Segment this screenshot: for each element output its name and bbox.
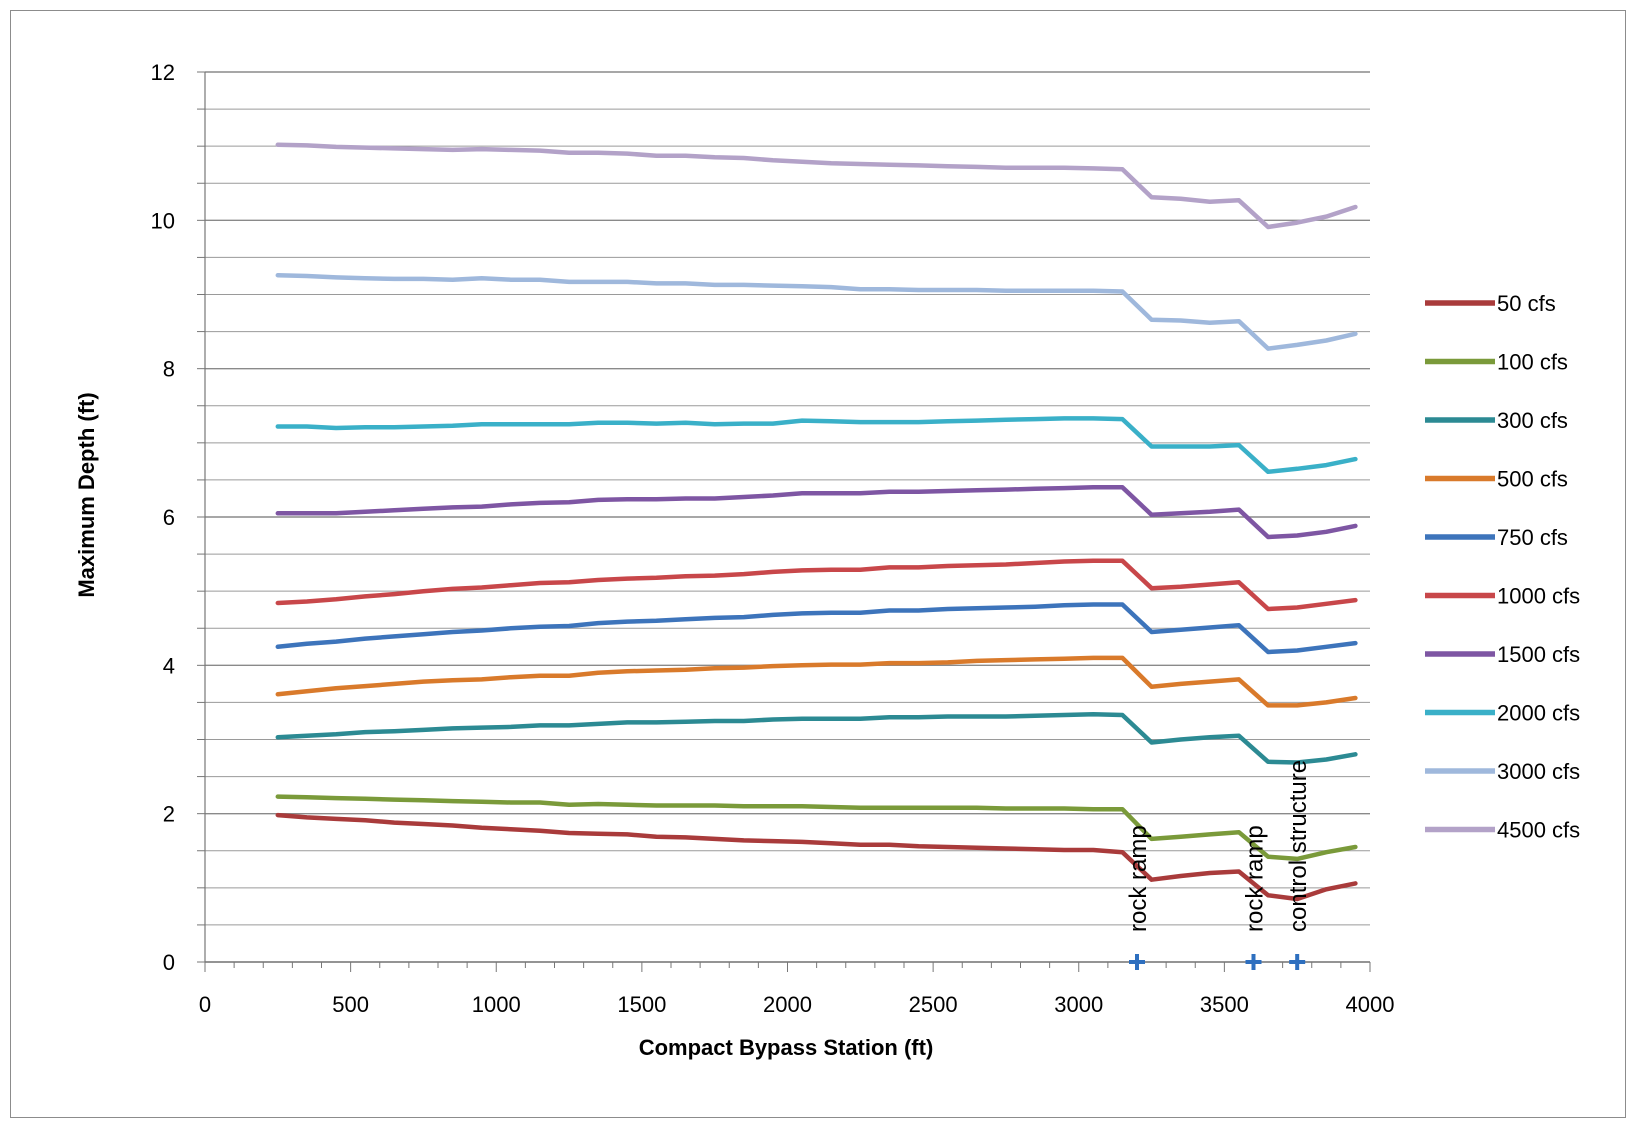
legend-item: 50 cfs (1425, 291, 1556, 316)
legend-label: 50 cfs (1497, 291, 1556, 316)
series-line-100-cfs (275, 794, 1358, 862)
legend-item: 4500 cfs (1425, 818, 1580, 843)
legend-label: 4500 cfs (1497, 818, 1580, 843)
legend: 50 cfs 100 cfs 300 cfs 500 cfs 750 cfs 1000 c… (1425, 291, 1580, 843)
y-tick-label: 0 (163, 950, 175, 975)
gridlines (205, 71, 1370, 963)
series-line-2000-cfs (275, 416, 1358, 475)
x-tick-label: 1000 (472, 992, 521, 1017)
axes: 0 2 4 6 8 10 12 0 500 1000 1500 2000 2500 3000 3500 400… (151, 60, 1395, 1017)
legend-item: 1000 cfs (1425, 584, 1580, 609)
legend-label: 750 cfs (1497, 525, 1568, 550)
legend-item: 300 cfs (1425, 408, 1568, 433)
series-line-500-cfs (275, 655, 1358, 708)
x-tick-label: 0 (199, 992, 211, 1017)
series-line-750-cfs (275, 602, 1358, 655)
series-line-50-cfs (275, 812, 1358, 902)
annotations: rock ramp rock ramp control structure (1125, 760, 1312, 970)
series-lines (275, 142, 1358, 902)
annotation-label: control structure (1285, 760, 1312, 932)
y-tick-label: 10 (151, 208, 175, 233)
legend-label: 1000 cfs (1497, 584, 1580, 609)
annotation-label: rock ramp (1242, 825, 1269, 932)
x-tick-label: 4000 (1346, 992, 1395, 1017)
x-tick-label: 500 (332, 992, 369, 1017)
legend-item: 2000 cfs (1425, 701, 1580, 726)
annotation: control structure (1285, 760, 1312, 970)
series-line-1500-cfs (275, 485, 1358, 540)
y-tick-label: 8 (163, 357, 175, 382)
legend-label: 300 cfs (1497, 408, 1568, 433)
series-line-4500-cfs (275, 142, 1358, 230)
y-tick-label: 6 (163, 505, 175, 530)
y-tick-label: 2 (163, 802, 175, 827)
x-tick-label: 3000 (1054, 992, 1103, 1017)
legend-label: 3000 cfs (1497, 759, 1580, 784)
annotation: rock ramp (1125, 825, 1152, 970)
legend-label: 100 cfs (1497, 350, 1568, 375)
legend-label: 500 cfs (1497, 467, 1568, 492)
legend-item: 500 cfs (1425, 467, 1568, 492)
annotation: rock ramp (1242, 825, 1269, 970)
x-tick-label: 1500 (617, 992, 666, 1017)
annotation-label: rock ramp (1125, 825, 1152, 932)
x-tick-label: 2500 (909, 992, 958, 1017)
x-tick-label: 2000 (763, 992, 812, 1017)
legend-label: 2000 cfs (1497, 701, 1580, 726)
y-tick-label: 12 (151, 60, 175, 85)
x-axis-title: Compact Bypass Station (ft) (639, 1035, 934, 1060)
legend-item: 100 cfs (1425, 350, 1568, 375)
legend-item: 750 cfs (1425, 525, 1568, 550)
legend-label: 1500 cfs (1497, 642, 1580, 667)
series-line-1000-cfs (275, 558, 1358, 612)
y-tick-label: 4 (163, 653, 175, 678)
series-line-3000-cfs (275, 272, 1358, 351)
x-tick-label: 3500 (1200, 992, 1249, 1017)
legend-item: 3000 cfs (1425, 759, 1580, 784)
legend-item: 1500 cfs (1425, 642, 1580, 667)
series-line-300-cfs (275, 712, 1358, 765)
y-axis-title: Maximum Depth (ft) (74, 392, 99, 597)
chart-frame (10, 10, 1626, 1118)
